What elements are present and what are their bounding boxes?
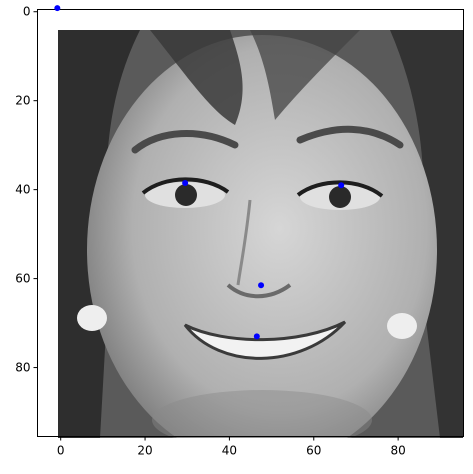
grayscale-face-image (58, 30, 463, 438)
keypoint-marker (182, 179, 189, 186)
y-tick-label: 20 (15, 94, 30, 108)
x-tick-label: 40 (222, 444, 237, 458)
keypoint-markers (54, 5, 345, 340)
x-tick-label: 60 (306, 444, 321, 458)
keypoint-marker (258, 282, 265, 289)
x-tick-label: 0 (57, 444, 65, 458)
x-tick-label: 20 (137, 444, 152, 458)
x-axis-ticks: 0 20 40 60 80 (57, 436, 406, 458)
y-tick-label: 40 (15, 183, 30, 197)
keypoint-marker (54, 5, 61, 12)
keypoint-marker (338, 182, 345, 189)
keypoint-marker (253, 333, 260, 340)
y-tick-label: 60 (15, 272, 30, 286)
y-axis-ticks: 0 20 40 60 80 (15, 5, 38, 375)
y-tick-label: 0 (23, 5, 31, 19)
axes-frame (37, 9, 464, 437)
x-tick-label: 80 (390, 444, 405, 458)
y-tick-label: 80 (15, 361, 30, 375)
